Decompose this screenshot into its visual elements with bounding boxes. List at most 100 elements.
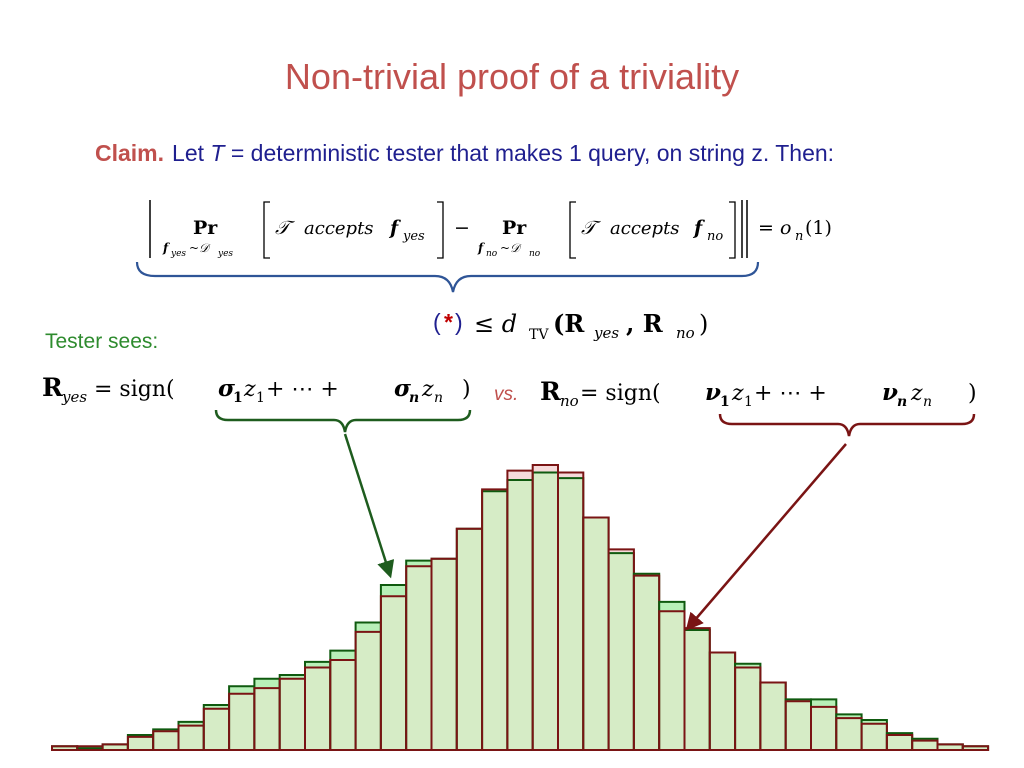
bracket-close-no	[729, 201, 736, 259]
zn-no: z	[910, 381, 923, 406]
hist-bar-yes-excess	[861, 720, 887, 724]
pr-yes: Pr	[193, 217, 218, 239]
o-sub: n	[795, 229, 803, 244]
sigma-n: σ	[394, 375, 411, 402]
pr-no: Pr	[502, 217, 527, 239]
zn-no-idx: n	[923, 394, 932, 410]
hist-bar-common	[431, 558, 457, 750]
sigma-n-idx: n	[409, 390, 419, 406]
sigma-brace	[214, 409, 472, 433]
hist-bar-yes-excess	[305, 661, 331, 668]
f-no-sub-idx: no	[486, 249, 498, 259]
hist-bar-common	[229, 693, 255, 750]
hist-bar-common	[406, 566, 432, 750]
zn-yes: z	[421, 377, 434, 402]
z1-yes: z	[243, 377, 256, 402]
r-no-formula: R no = sign( ν 1 z 1 + ⋯ + ν n z n )	[540, 377, 977, 410]
hist-bar-common	[153, 731, 179, 750]
bracket-open-yes	[263, 201, 270, 259]
star-line: ( * ) ≤ d TV (R yes , R no )	[433, 309, 708, 343]
r-yes-R: R	[42, 373, 63, 402]
hist-bar-common	[836, 718, 862, 750]
hist-bar-common	[178, 725, 204, 750]
hist-bar-yes-excess	[203, 705, 230, 709]
dist-no: ~𝒟	[500, 241, 522, 255]
hist-bar-common	[684, 630, 710, 750]
hist-bar-common	[633, 575, 660, 750]
dist-yes: ~𝒟	[189, 241, 211, 255]
hist-bar-common	[659, 611, 685, 750]
hist-bar-common	[962, 746, 989, 750]
tester-no: 𝒯	[581, 217, 601, 239]
z1-yes-idx: 1	[256, 390, 265, 406]
r-yes-close: )	[462, 377, 471, 402]
f-no: f	[692, 217, 705, 239]
hist-bar-yes-excess	[178, 721, 204, 726]
hist-bar-common	[912, 740, 938, 750]
hist-bar-no-excess	[532, 465, 558, 473]
z1-no: z	[731, 381, 744, 406]
nu-1: ν	[705, 379, 721, 406]
f-no-idx: no	[707, 229, 723, 244]
hist-bar-common	[482, 491, 508, 750]
hist-bar-yes-excess	[380, 585, 407, 597]
dots-no: + ⋯ +	[754, 381, 827, 406]
dist-yes-idx: yes	[217, 249, 233, 259]
hist-bar-no	[961, 745, 990, 751]
r-no-close: )	[968, 381, 977, 406]
formula-brace	[135, 261, 760, 293]
hist-bar-common	[127, 736, 154, 750]
o-arg: (1)	[805, 217, 832, 239]
r-no-R: R	[540, 377, 561, 406]
hist-bar-common	[735, 667, 761, 750]
accepts-yes: accepts	[304, 218, 374, 239]
hist-bar-common	[937, 744, 963, 750]
hist-bar-common	[102, 744, 128, 750]
hist-bar-no-excess	[608, 549, 634, 554]
f-yes-sub: f	[162, 241, 170, 255]
hist-bar-yes-excess	[735, 663, 761, 668]
dots-yes: + ⋯ +	[266, 377, 339, 402]
f-no-sub: f	[477, 241, 485, 255]
arrow-red	[685, 443, 847, 631]
nu-brace	[718, 413, 976, 437]
sigma-1-idx: 1	[233, 390, 243, 406]
tester-sees-label: Tester sees:	[45, 330, 159, 353]
hist-bar-yes-excess	[279, 675, 305, 679]
hist-bar-common	[52, 746, 78, 750]
main-formula: Pr f yes ~𝒟 yes 𝒯 accepts f yes − Pr f n…	[149, 200, 832, 259]
hist-bar-common	[886, 735, 913, 750]
r-yes-sub: yes	[61, 388, 87, 406]
sigma-1: σ	[218, 375, 235, 402]
hist-bar-common	[456, 528, 483, 750]
f-yes: f	[388, 217, 401, 239]
r-yes-eq: = sign(	[94, 377, 175, 402]
r-yes-formula: R yes = sign( σ 1 z 1 + ⋯ + σ n z n )	[42, 373, 471, 406]
slide-title: Non-trivial proof of a triviality	[284, 56, 740, 97]
hist-bar-yes-excess	[330, 650, 356, 660]
nu-n: ν	[882, 379, 898, 406]
dtv-yes: yes	[593, 324, 619, 342]
star-symbol: *	[444, 309, 453, 335]
dtv-args-r: (R	[553, 309, 585, 338]
hist-bar-no-excess	[558, 472, 584, 479]
minus-sign: −	[454, 217, 470, 239]
vs-label: vs.	[494, 384, 518, 405]
claim-line: Claim. Let T = deterministic tester that …	[95, 140, 834, 167]
arrow-green	[343, 433, 395, 579]
nu-1-idx: 1	[720, 394, 730, 410]
hist-bar-common	[785, 701, 811, 750]
equals-o: = o	[758, 217, 791, 239]
hist-bar-common	[355, 631, 381, 750]
hist-bar-no-excess	[507, 470, 533, 480]
hist-bar-common	[608, 553, 634, 750]
hist-bar-common	[861, 723, 887, 750]
hist-bar-yes-excess	[659, 601, 685, 612]
claim-label: Claim.	[95, 140, 165, 166]
hist-bar-common	[330, 660, 356, 750]
hist-bar-yes-excess	[254, 678, 280, 689]
claim-text-before: Let	[172, 140, 211, 166]
hist-bar-yes-excess	[229, 686, 255, 694]
bracket-close-yes	[437, 201, 444, 259]
